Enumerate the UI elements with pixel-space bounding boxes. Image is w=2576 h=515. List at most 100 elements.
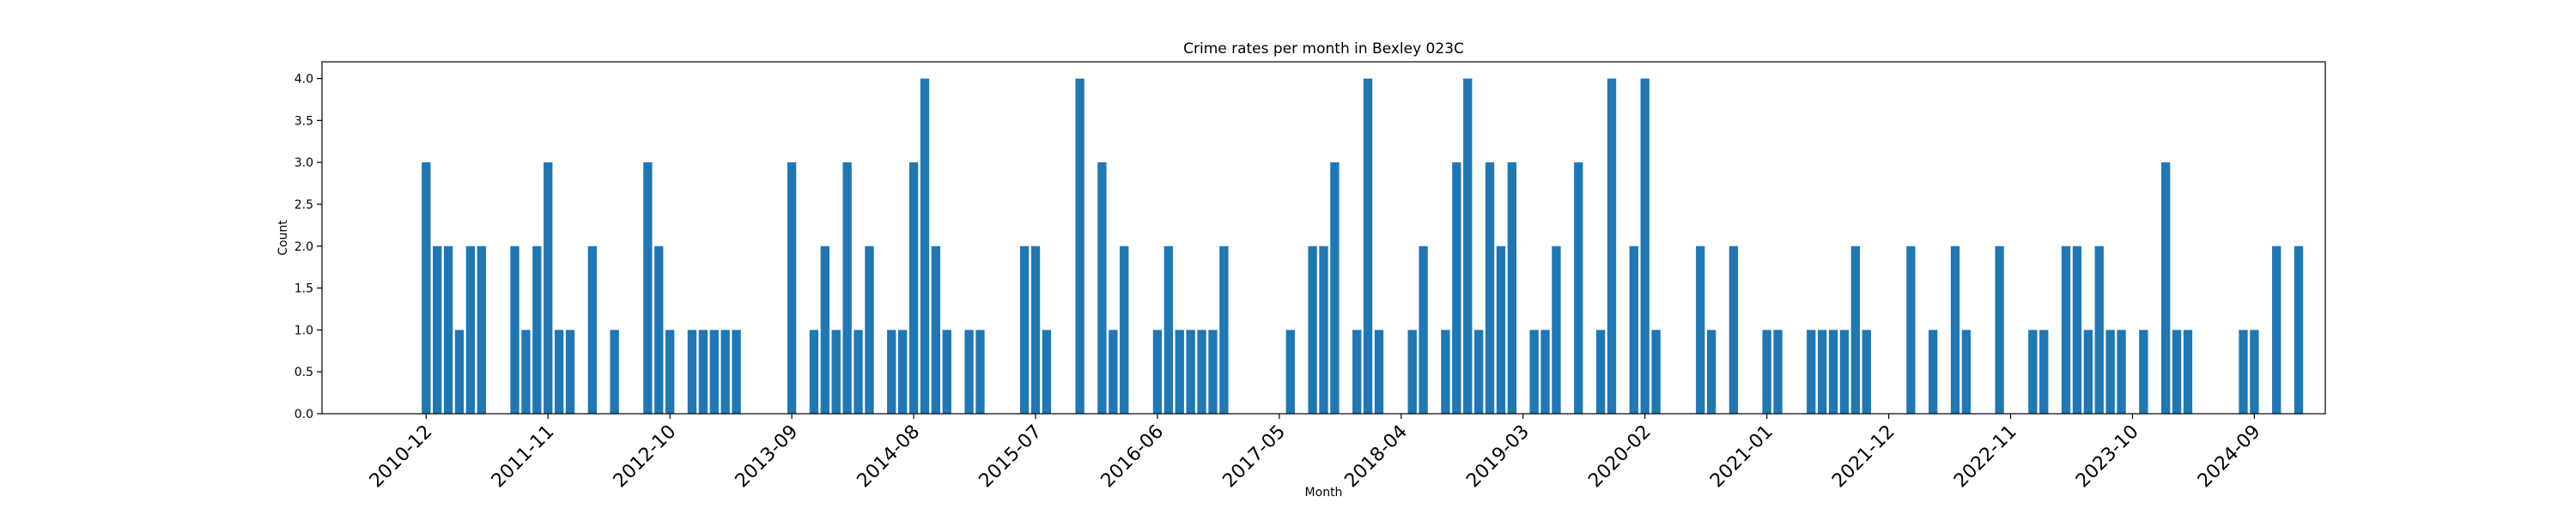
bar-2018-02 <box>1374 330 1384 414</box>
bar-2012-08 <box>643 162 653 414</box>
x-tick-label: 2018-04 <box>1340 421 1412 493</box>
bar-2017-10 <box>1330 162 1340 414</box>
bar-2020-03 <box>1651 330 1661 414</box>
bar-2020-10 <box>1728 245 1739 414</box>
plot-frame <box>321 61 2326 415</box>
bar-2023-07 <box>2094 245 2104 414</box>
bar-2015-02 <box>975 330 985 414</box>
bar-2017-09 <box>1319 245 1328 414</box>
bar-2013-09 <box>787 162 797 414</box>
bar-2021-08 <box>1839 330 1850 414</box>
bar-2021-07 <box>1828 330 1838 414</box>
x-tick-label: 2010-12 <box>366 421 437 493</box>
y-tick-label: 3.0 <box>295 156 313 170</box>
bar-2016-02 <box>1109 330 1118 414</box>
bar-2013-12 <box>820 245 829 414</box>
bar-2016-06 <box>1152 330 1163 414</box>
x-tick-label: 2024-09 <box>2194 421 2265 493</box>
bar-2018-01 <box>1363 78 1373 415</box>
bar-2021-01 <box>1762 330 1771 414</box>
bar-2021-10 <box>1862 330 1871 414</box>
bar-2012-01 <box>565 330 575 414</box>
bar-2014-01 <box>831 330 841 414</box>
x-tick-label: 2022-11 <box>1950 421 2021 493</box>
bar-2022-04 <box>1929 330 1938 414</box>
x-tick-label: 2023-10 <box>2072 421 2143 493</box>
y-tick-label: 3.5 <box>295 114 313 128</box>
bar-2016-10 <box>1197 330 1206 414</box>
bar-2012-10 <box>665 330 675 414</box>
bar-2025-01 <box>2293 245 2304 414</box>
bar-2016-03 <box>1120 245 1129 414</box>
bar-2019-10 <box>1595 330 1606 414</box>
bar-2017-08 <box>1308 245 1317 414</box>
bar-2019-11 <box>1607 78 1617 415</box>
bar-2021-06 <box>1818 330 1827 414</box>
bar-2012-03 <box>587 245 598 414</box>
bar-2023-04 <box>2061 245 2071 414</box>
bar-2019-01 <box>1496 245 1506 414</box>
bar-2018-05 <box>1407 330 1417 414</box>
bar-2013-04 <box>732 330 741 414</box>
bar-2024-01 <box>2161 162 2171 414</box>
y-tick-label: 0.5 <box>295 366 313 379</box>
y-tick-label: 2.5 <box>295 198 313 212</box>
bar-2019-08 <box>1574 162 1583 414</box>
chart-title: Crime rates per month in Bexley 023C <box>1183 40 1464 58</box>
bar-2013-03 <box>720 330 730 414</box>
x-tick-label: 2017-05 <box>1218 421 1290 493</box>
bar-2020-01 <box>1629 245 1638 414</box>
bar-2011-11 <box>544 162 553 414</box>
bar-2014-11 <box>942 330 951 414</box>
bar-2011-10 <box>532 245 542 414</box>
bar-2023-05 <box>2072 245 2082 414</box>
bar-2020-02 <box>1640 78 1649 415</box>
bar-2021-02 <box>1773 330 1783 414</box>
bar-2014-02 <box>842 162 852 414</box>
bar-2017-06 <box>1285 330 1295 414</box>
bar-2023-01 <box>2028 330 2038 414</box>
bar-2015-01 <box>964 330 974 414</box>
y-tick-label: 4.0 <box>295 73 313 87</box>
x-tick-label: 2021-01 <box>1706 421 1777 493</box>
bar-2024-09 <box>2250 330 2259 414</box>
bar-2018-09 <box>1452 162 1461 414</box>
bar-2015-08 <box>1042 330 1052 414</box>
bar-2011-03 <box>454 330 465 414</box>
bar-2020-07 <box>1696 245 1705 414</box>
bar-2024-02 <box>2172 330 2182 414</box>
x-tick-label: 2013-09 <box>732 421 803 493</box>
y-axis: 0.0 0.5 1.0 1.5 2.0 2.5 3.0 3.5 4.0 <box>295 73 322 421</box>
bar-2022-02 <box>1906 245 1916 414</box>
bar-2014-04 <box>865 245 874 414</box>
bar-2014-10 <box>931 245 941 414</box>
bar-2018-08 <box>1441 330 1450 414</box>
bar-2024-03 <box>2183 330 2193 414</box>
bar-2023-02 <box>2039 330 2049 414</box>
bar-2023-06 <box>2083 330 2093 414</box>
y-tick-label: 1.5 <box>295 282 313 296</box>
y-axis-label: Count <box>276 220 290 256</box>
bar-2014-07 <box>897 330 908 414</box>
bar-2010-12 <box>422 162 431 414</box>
x-axis-label: Month <box>1305 486 1343 500</box>
bar-2023-08 <box>2105 330 2115 414</box>
bar-2014-09 <box>920 78 930 415</box>
bar-2023-11 <box>2139 330 2148 414</box>
bar-2017-12 <box>1352 330 1362 414</box>
bar-2011-09 <box>521 330 531 414</box>
bar-2018-11 <box>1473 330 1484 414</box>
bar-2016-01 <box>1097 162 1107 414</box>
bar-2014-06 <box>887 330 896 414</box>
bar-2016-07 <box>1163 245 1174 414</box>
bar-2019-02 <box>1507 162 1517 414</box>
bar-2021-09 <box>1850 245 1861 414</box>
bar-2012-12 <box>687 330 697 414</box>
y-tick-label: 1.0 <box>295 324 313 337</box>
bar-2012-09 <box>654 245 664 414</box>
bar-2018-10 <box>1463 78 1473 415</box>
bar-2019-06 <box>1552 245 1561 414</box>
x-tick-label: 2016-06 <box>1097 421 1169 493</box>
x-axis: 2010-12 2011-11 2012-10 2013-09 2014-08 2015-… <box>366 414 2265 492</box>
